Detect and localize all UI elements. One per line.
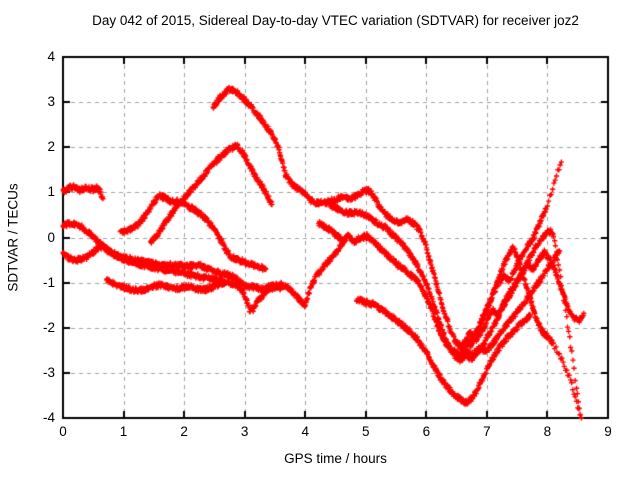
x-axis-label: GPS time / hours	[284, 451, 387, 466]
x-tick-label: 8	[543, 424, 552, 439]
y-tick-label: 3	[47, 94, 55, 110]
y-tick-label: 0	[47, 229, 55, 245]
y-tick-label: -3	[42, 364, 55, 380]
x-tick-label: 9	[604, 424, 612, 439]
y-tick-label: -4	[42, 410, 55, 425]
x-tick-label: 3	[240, 424, 249, 439]
x-tick-label: 1	[119, 424, 128, 439]
x-tick-label: 7	[483, 424, 491, 439]
x-tick-label: 5	[362, 424, 370, 439]
y-tick-label: -2	[42, 319, 55, 335]
x-tick-label: 4	[301, 424, 309, 439]
x-tick-label: 2	[180, 424, 188, 439]
y-tick-label: 4	[47, 49, 55, 64]
y-tick-label: 1	[47, 184, 55, 200]
x-tick-label: 6	[422, 424, 431, 439]
x-tick-label: 0	[59, 424, 67, 439]
y-tick-label: -1	[42, 274, 55, 290]
y-tick-label: 2	[47, 139, 55, 155]
